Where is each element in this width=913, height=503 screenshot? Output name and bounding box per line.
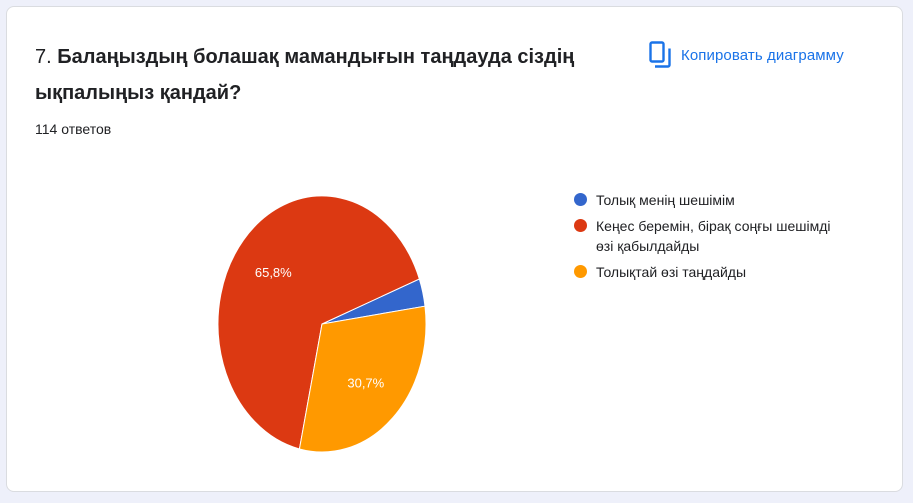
- legend-item-2[interactable]: Кеңес беремін, бірақ соңғы шешімді өзі қ…: [574, 216, 874, 256]
- pie-slice-3[interactable]: [298, 305, 427, 453]
- question-title: 7. Балаңыздың болашақ мамандығын таңдауд…: [35, 39, 595, 111]
- legend-swatch: [574, 193, 587, 206]
- copy-chart-button[interactable]: Копировать диаграмму: [649, 39, 844, 71]
- question-number: 7.: [35, 46, 52, 68]
- legend-label: Толықтай өзі таңдайды: [596, 264, 747, 280]
- chart-legend: Толық менің шешімім Кеңес беремін, бірақ …: [574, 190, 874, 288]
- pie-slice-label-2: 65,8%: [255, 265, 292, 280]
- pie-slice-label-3: 30,7%: [347, 375, 384, 390]
- chart-card: 7. Балаңыздың болашақ мамандығын таңдауд…: [6, 6, 903, 492]
- legend-item-1[interactable]: Толық менің шешімім: [574, 190, 874, 210]
- question-text: Балаңыздың болашақ мамандығын таңдауда с…: [35, 46, 575, 104]
- legend-item-3[interactable]: Толықтай өзі таңдайды: [574, 262, 874, 282]
- legend-swatch: [574, 265, 587, 278]
- legend-swatch: [574, 219, 587, 232]
- legend-label: Толық менің шешімім: [596, 192, 735, 208]
- copy-chart-label: Копировать диаграмму: [681, 46, 844, 64]
- pie-slice-2[interactable]: [217, 195, 420, 450]
- response-count: 114 ответов: [35, 121, 112, 137]
- legend-label: Кеңес беремін, бірақ соңғы шешімді өзі қ…: [596, 218, 831, 254]
- copy-icon: [649, 41, 671, 69]
- pie-chart: 65,8% 30,7%: [217, 195, 427, 453]
